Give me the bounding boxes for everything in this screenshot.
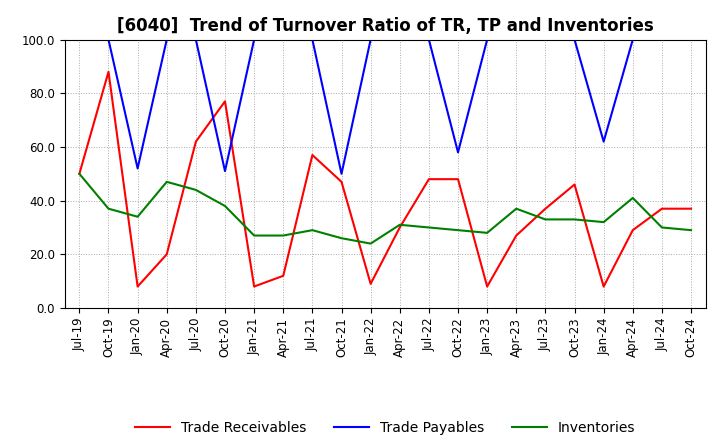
Inventories [192,187,200,193]
Inventories [454,227,462,233]
Line: Trade Payables: Trade Payables [79,40,691,174]
Inventories [337,235,346,241]
Trade Payables [657,37,666,42]
Inventories [104,206,113,211]
Trade Payables [133,166,142,171]
Trade Payables [629,37,637,42]
Trade Payables [570,37,579,42]
Inventories [570,217,579,222]
Trade Receivables [512,233,521,238]
Trade Payables [425,37,433,42]
Trade Payables [541,37,550,42]
Trade Payables [75,37,84,42]
Inventories [483,230,492,235]
Trade Receivables [541,206,550,211]
Trade Payables [308,37,317,42]
Trade Payables [279,37,287,42]
Inventories [657,225,666,230]
Trade Receivables [599,284,608,289]
Trade Receivables [483,284,492,289]
Trade Receivables [570,182,579,187]
Trade Receivables [337,179,346,184]
Inventories [512,206,521,211]
Trade Receivables [279,273,287,279]
Trade Receivables [308,152,317,158]
Inventories [425,225,433,230]
Trade Payables [163,37,171,42]
Trade Payables [220,169,229,174]
Trade Payables [395,37,404,42]
Inventories [220,203,229,209]
Inventories [75,171,84,176]
Inventories [163,179,171,184]
Trade Receivables [75,171,84,176]
Title: [6040]  Trend of Turnover Ratio of TR, TP and Inventories: [6040] Trend of Turnover Ratio of TR, TP… [117,17,654,35]
Trade Payables [599,139,608,144]
Trade Payables [104,37,113,42]
Inventories [541,217,550,222]
Trade Payables [512,37,521,42]
Trade Payables [337,171,346,176]
Inventories [133,214,142,220]
Inventories [279,233,287,238]
Trade Receivables [454,176,462,182]
Trade Receivables [425,176,433,182]
Inventories [308,227,317,233]
Inventories [629,195,637,201]
Inventories [250,233,258,238]
Trade Payables [687,37,696,42]
Trade Receivables [395,225,404,230]
Trade Payables [454,150,462,155]
Trade Payables [483,37,492,42]
Line: Trade Receivables: Trade Receivables [79,72,691,286]
Trade Payables [250,37,258,42]
Trade Receivables [104,69,113,74]
Trade Receivables [163,252,171,257]
Inventories [687,227,696,233]
Legend: Trade Receivables, Trade Payables, Inventories: Trade Receivables, Trade Payables, Inven… [130,415,641,440]
Line: Inventories: Inventories [79,174,691,244]
Trade Receivables [220,99,229,104]
Trade Receivables [687,206,696,211]
Inventories [395,222,404,227]
Trade Receivables [250,284,258,289]
Trade Receivables [366,281,375,286]
Trade Receivables [629,227,637,233]
Inventories [366,241,375,246]
Trade Payables [192,37,200,42]
Inventories [599,220,608,225]
Trade Payables [366,37,375,42]
Trade Receivables [192,139,200,144]
Trade Receivables [133,284,142,289]
Trade Receivables [657,206,666,211]
